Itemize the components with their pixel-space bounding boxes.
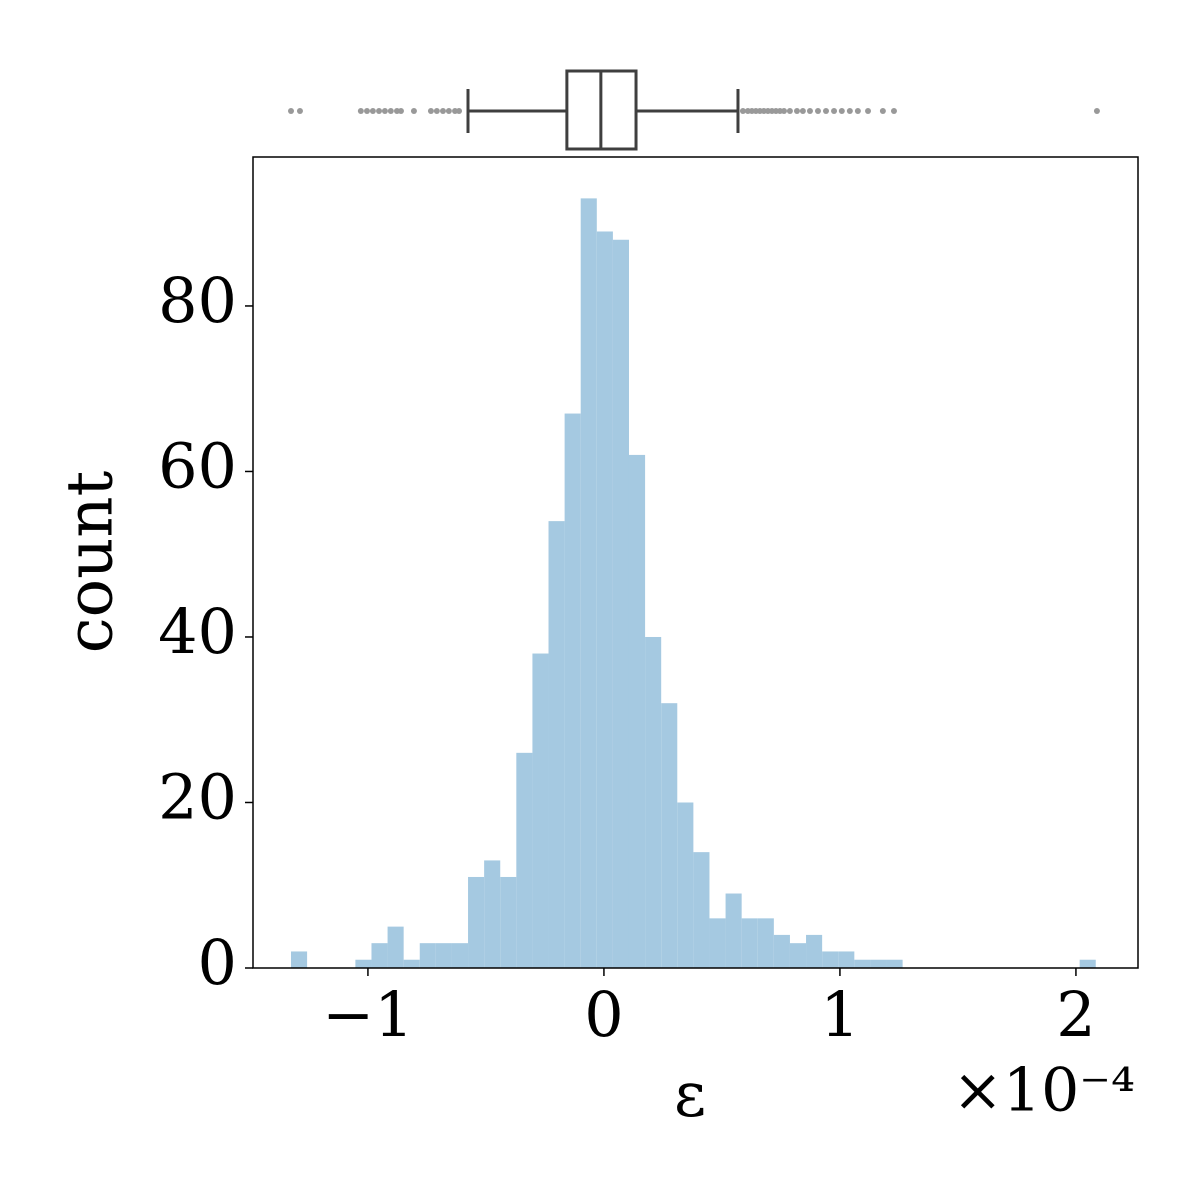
outlier — [739, 108, 746, 114]
histogram-bar — [822, 951, 839, 968]
histogram-bar — [596, 231, 613, 968]
histogram-bar — [548, 521, 565, 968]
x-tick-label: 0 — [584, 978, 623, 1051]
y-tick-label: 40 — [158, 595, 237, 668]
histogram-bar — [661, 703, 678, 968]
histogram-bar — [645, 636, 662, 968]
histogram-bar — [580, 198, 597, 968]
outlier — [363, 108, 370, 114]
histogram-bar — [757, 918, 774, 968]
x-tick-label: 1 — [820, 978, 859, 1051]
x-axis-label: ε — [674, 1058, 706, 1131]
outlier — [865, 108, 872, 114]
histogram-bar — [709, 918, 726, 968]
outlier — [846, 108, 853, 114]
outlier — [814, 108, 821, 114]
histogram-bar — [628, 454, 646, 969]
histogram-bar — [355, 959, 372, 968]
histogram-bar — [854, 959, 871, 968]
plot-frame — [252, 156, 1139, 969]
outlier — [357, 108, 364, 114]
x-offset-label: ×10⁻⁴ — [953, 1056, 1135, 1126]
outlier — [823, 108, 830, 114]
outlier — [806, 108, 813, 114]
outlier — [376, 108, 383, 114]
outlier — [433, 108, 440, 114]
histogram-bar — [484, 860, 501, 968]
outlier — [427, 108, 434, 114]
outlier — [838, 108, 845, 114]
y-tick-label: 80 — [158, 264, 237, 337]
histogram-bar — [564, 413, 581, 969]
histogram-bar — [500, 876, 517, 968]
outlier — [1093, 108, 1100, 114]
outlier — [879, 108, 886, 114]
outlier — [381, 108, 388, 114]
histogram-bar — [838, 951, 855, 968]
histogram-bar — [435, 943, 452, 968]
histogram-bar — [387, 926, 404, 968]
y-tick-label: 20 — [158, 761, 237, 834]
histogram-bar — [468, 876, 485, 968]
histogram-bar — [725, 893, 742, 968]
histogram-bar — [532, 653, 549, 968]
histogram-bar — [789, 943, 807, 968]
outlier — [287, 108, 294, 114]
histogram-bar — [290, 951, 308, 968]
outlier — [781, 108, 787, 114]
outlier — [439, 108, 446, 114]
outlier — [369, 108, 376, 114]
histogram-bar — [403, 959, 420, 968]
histogram-bar — [693, 852, 710, 968]
outlier — [296, 108, 303, 114]
outlier — [410, 108, 417, 114]
histogram-bar — [419, 943, 436, 968]
outlier — [445, 108, 452, 114]
outlier — [854, 108, 861, 114]
histogram-bar — [886, 959, 903, 968]
x-tick-label: −1 — [322, 978, 413, 1051]
histogram-bar — [773, 934, 790, 968]
histogram-bar — [516, 752, 533, 968]
y-tick-label: 0 — [198, 926, 237, 999]
outlier — [793, 108, 800, 114]
y-axis-label: count — [54, 470, 128, 653]
outlier — [831, 108, 838, 114]
histogram-bar — [870, 959, 887, 968]
outlier — [397, 108, 404, 114]
histogram-bar — [612, 239, 629, 968]
histogram-bar — [371, 943, 388, 968]
outlier — [890, 108, 897, 114]
histogram-bar — [741, 918, 758, 968]
histogram-bar — [1079, 959, 1096, 968]
outlier — [456, 108, 463, 114]
histogram-bar — [806, 934, 823, 968]
x-tick-label: 2 — [1056, 978, 1095, 1051]
histogram-bar — [677, 802, 694, 968]
outlier — [786, 108, 793, 114]
histogram-bar — [451, 943, 469, 968]
outlier — [387, 108, 394, 114]
outlier — [799, 108, 806, 114]
y-tick-label: 60 — [158, 430, 237, 503]
